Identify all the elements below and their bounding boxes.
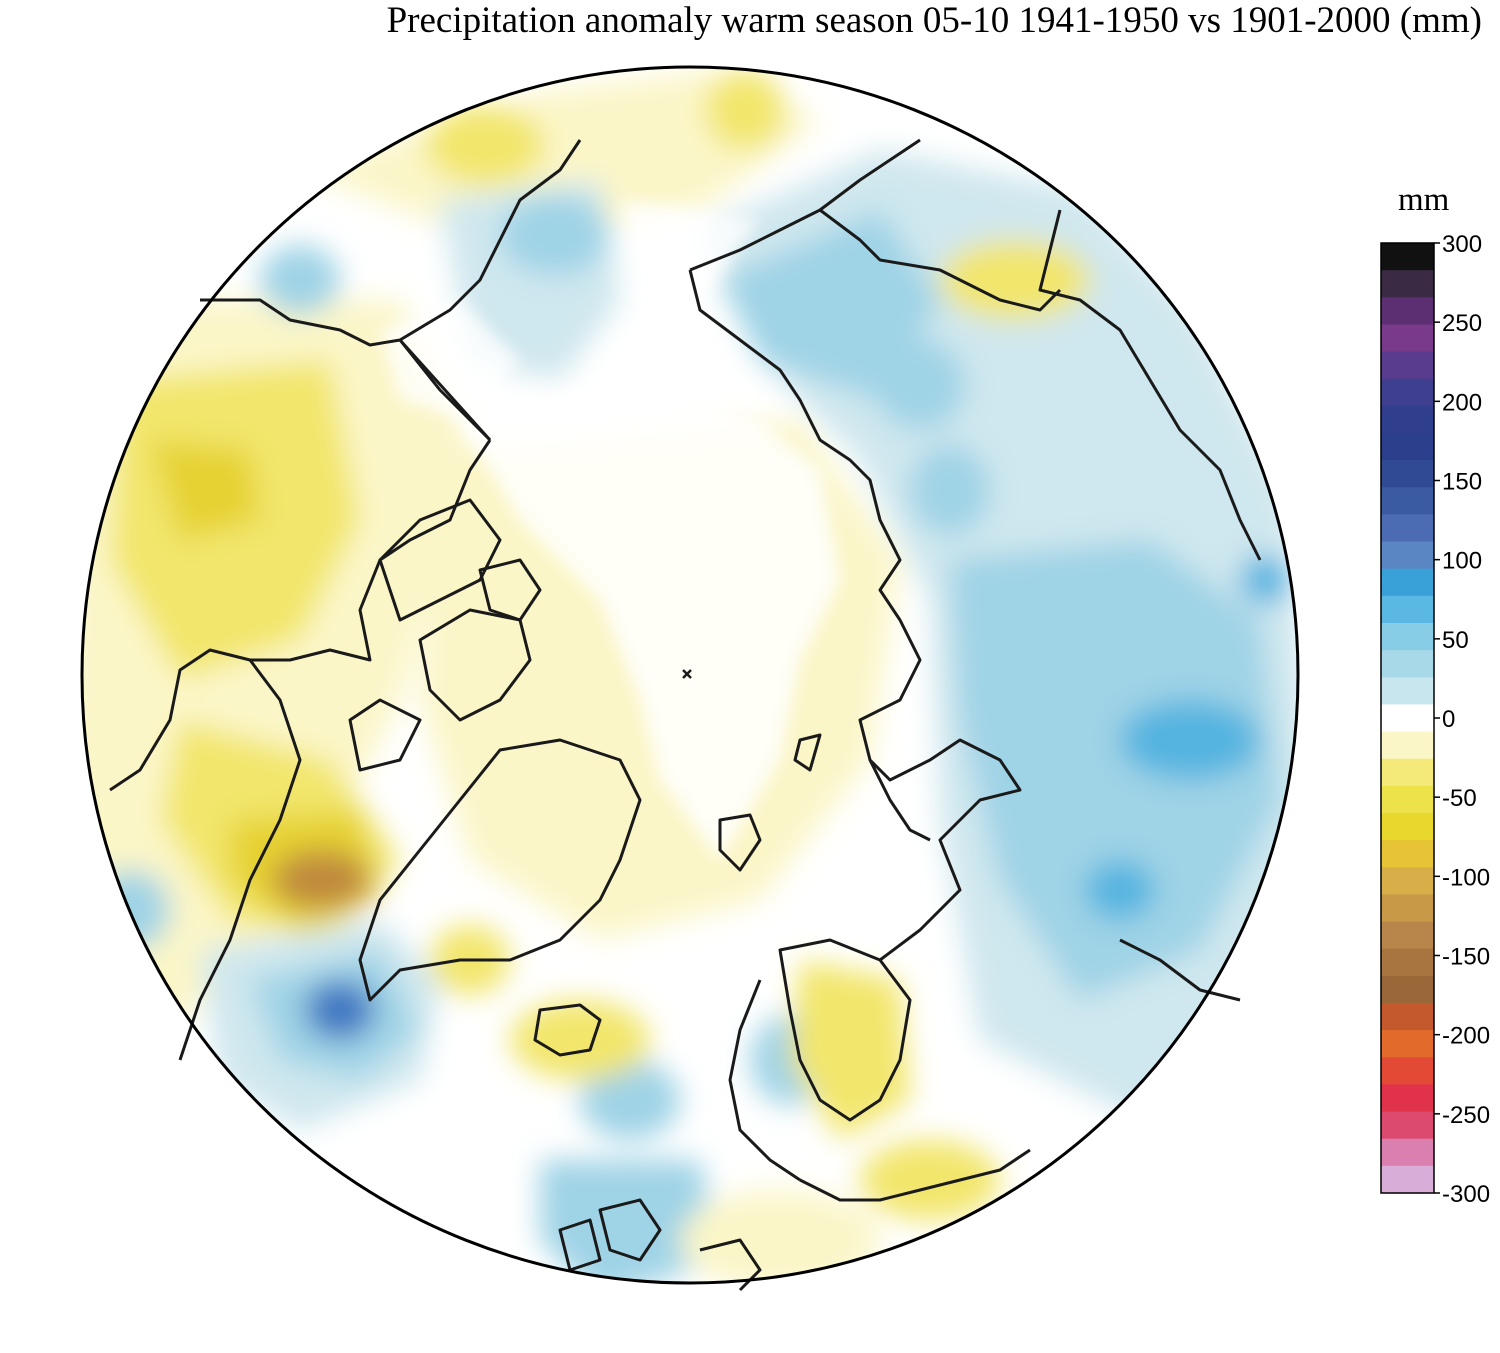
colorbar-swatch	[1381, 1138, 1434, 1167]
north-pole-marker	[682, 669, 692, 679]
colorbar-swatch	[1381, 324, 1434, 353]
colorbar-swatches	[1381, 243, 1434, 1194]
colorbar-tick-label: 50	[1442, 627, 1469, 654]
colorbar-swatch	[1381, 758, 1434, 787]
colorbar-swatch	[1381, 731, 1434, 760]
colorbar-swatch	[1381, 785, 1434, 814]
colorbar-tick-label: 150	[1442, 469, 1482, 496]
colorbar-swatch	[1381, 840, 1434, 868]
colorbar-swatch	[1381, 433, 1434, 461]
colorbar-swatch	[1381, 1165, 1434, 1194]
colorbar-tick-label: 100	[1442, 548, 1482, 575]
colorbar-swatch	[1381, 813, 1434, 841]
colorbar-swatch	[1381, 867, 1434, 896]
colorbar-swatch	[1381, 460, 1434, 488]
colorbar-swatch	[1381, 405, 1434, 434]
colorbar-swatch	[1381, 568, 1434, 597]
colorbar-swatch	[1381, 1084, 1434, 1113]
colorbar-swatch	[1381, 1111, 1434, 1140]
colorbar-swatch	[1381, 948, 1434, 977]
colorbar-swatch	[1381, 297, 1434, 326]
colorbar-tick-label: 250	[1442, 310, 1482, 337]
map-title: Precipitation anomaly warm season 05-10 …	[386, 0, 1482, 41]
colorbar-swatch	[1381, 677, 1434, 706]
colorbar-swatch	[1381, 541, 1434, 570]
colorbar-swatch	[1381, 487, 1434, 516]
colorbar-tick-label: 300	[1442, 231, 1482, 258]
colorbar-swatch	[1381, 514, 1434, 543]
colorbar-tick-label: 0	[1442, 706, 1455, 733]
colorbar-tick-label: -250	[1442, 1102, 1490, 1129]
colorbar-swatch	[1381, 975, 1434, 1004]
colorbar-swatch	[1381, 270, 1434, 298]
colorbar-swatch	[1381, 894, 1434, 923]
colorbar-tick-label: -150	[1442, 944, 1490, 971]
colorbar-swatch	[1381, 1057, 1434, 1086]
colorbar-swatch	[1381, 921, 1434, 950]
colorbar-swatch	[1381, 1030, 1434, 1058]
colorbar-tick-label: -300	[1442, 1181, 1490, 1208]
colorbar-swatch	[1381, 243, 1434, 271]
colorbar-tick-label: 200	[1442, 389, 1482, 416]
colorbar-ticks: 300 250 200 150 100 50 0 -50 -100 -150 -200 -250 -30…	[1434, 231, 1490, 1208]
colorbar-swatch	[1381, 378, 1434, 407]
colorbar-swatch	[1381, 351, 1434, 380]
map-boundary	[80, 65, 1300, 1285]
colorbar-swatch	[1381, 704, 1434, 733]
colorbar-swatch	[1381, 595, 1434, 624]
anomaly-field	[82, 67, 1298, 1283]
colorbar-swatch	[1381, 650, 1434, 678]
colorbar-swatch	[1381, 1003, 1434, 1031]
colorbar-swatch	[1381, 623, 1434, 651]
colorbar-unit-label: mm	[1398, 182, 1450, 218]
colorbar-tick-label: -100	[1442, 864, 1490, 891]
coastlines	[109, 138, 1262, 1292]
colorbar-tick-label: -50	[1442, 785, 1477, 812]
colorbar-tick-label: -200	[1442, 1023, 1490, 1050]
